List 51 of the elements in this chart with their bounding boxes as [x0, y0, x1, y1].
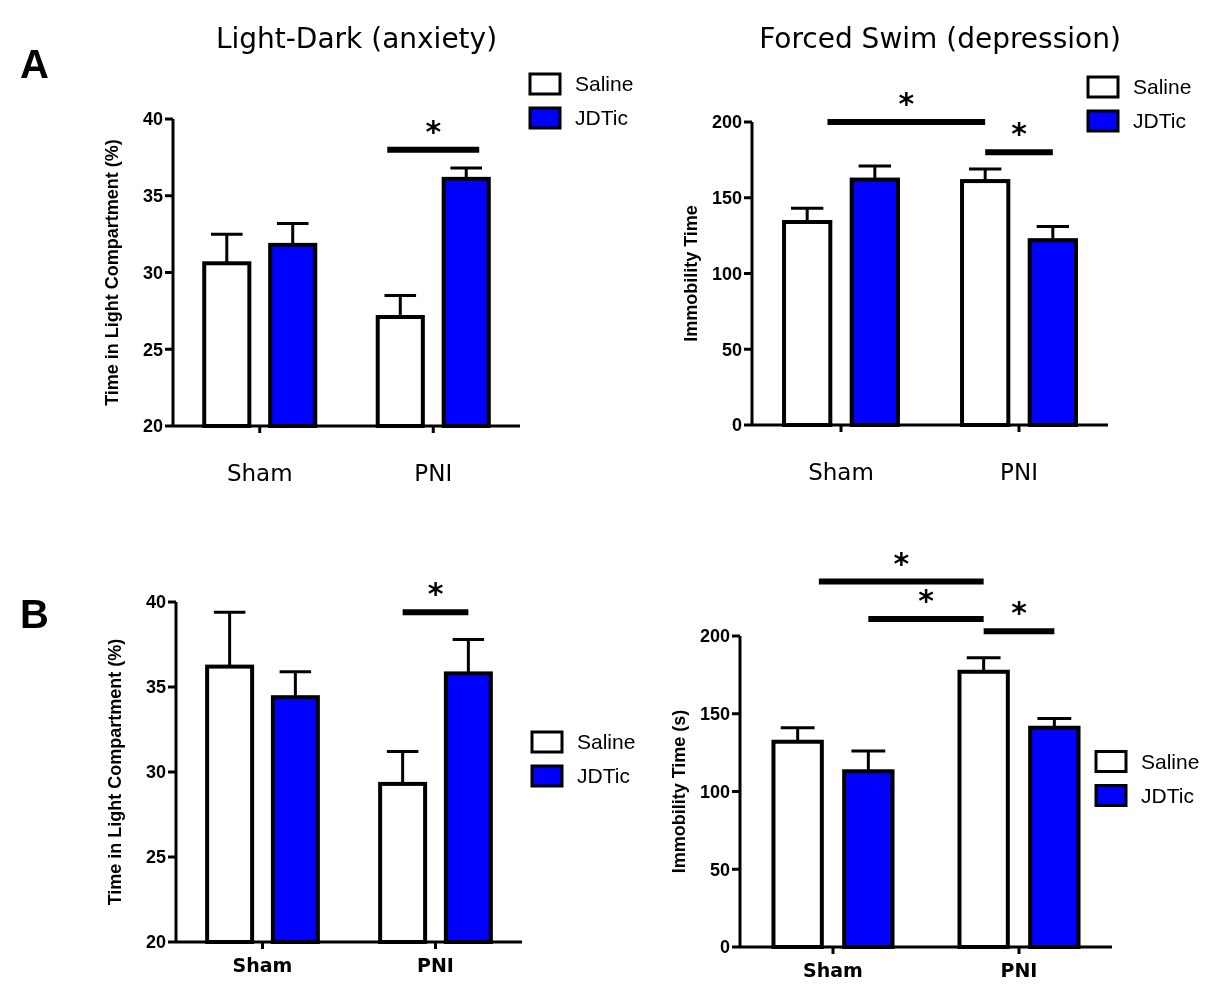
y-tick-label: 50	[709, 859, 730, 880]
x-tick-label: Sham	[808, 459, 874, 485]
y-axis-title: Immobility Time (s)	[669, 709, 689, 874]
x-tick-label: PNI	[417, 954, 454, 976]
y-axis-title: Time in Light Compartment (%)	[102, 139, 122, 406]
legend-label: JDTic	[577, 764, 630, 788]
text: *	[1011, 595, 1028, 631]
annotation: *	[1011, 116, 1028, 152]
x-tick-label: Sham	[226, 460, 293, 486]
x-tick-label: PNI	[1000, 459, 1038, 485]
y-tick-label: 30	[145, 762, 166, 783]
annotation: *	[427, 576, 444, 612]
y-axis-title: Immobility Time	[681, 205, 701, 342]
y-tick-label: 150	[699, 704, 730, 725]
text: *	[918, 582, 935, 618]
y-tick-label: 35	[145, 677, 166, 698]
y-tick-label: 50	[721, 339, 742, 360]
y-tick-label: 200	[711, 112, 742, 133]
x-tick-label: PNI	[1000, 959, 1038, 981]
y-tick-label: 30	[142, 262, 163, 283]
annotation: *	[425, 113, 442, 149]
y-tick-label: 35	[142, 186, 163, 207]
chart-title: Forced Swim (depression)	[759, 22, 1121, 55]
y-tick-label: 200	[699, 626, 730, 647]
y-tick-label: 150	[711, 188, 742, 209]
y-tick-label: 40	[142, 109, 163, 130]
y-tick-label: 25	[142, 339, 163, 360]
y-tick-label: 0	[719, 937, 730, 958]
legend-label: Saline	[1141, 749, 1200, 773]
y-tick-label: 100	[699, 781, 730, 802]
y-tick-label: 25	[145, 847, 166, 868]
y-tick-label: 40	[145, 592, 166, 613]
legend-label: Saline	[1133, 75, 1192, 99]
y-axis-title: Time in Light Compartment (%)	[105, 638, 125, 906]
text: B	[20, 592, 49, 636]
legend-label: Saline	[575, 72, 634, 96]
legend-label: JDTic	[1133, 109, 1186, 133]
text: *	[898, 86, 915, 121]
x-tick-label: PNI	[414, 460, 453, 486]
y-tick-label: 20	[142, 416, 163, 437]
chart-title: Light-Dark (anxiety)	[215, 22, 498, 55]
y-tick-label: 0	[731, 415, 742, 436]
legend-label: JDTic	[575, 106, 628, 130]
legend-label: Saline	[577, 730, 636, 754]
y-tick-label: 100	[711, 263, 742, 284]
x-tick-label: Sham	[803, 959, 863, 981]
x-tick-label: Sham	[232, 954, 293, 976]
text: *	[893, 545, 910, 581]
legend-label: JDTic	[1141, 783, 1194, 807]
y-tick-label: 20	[145, 932, 166, 953]
text: A	[20, 42, 49, 86]
